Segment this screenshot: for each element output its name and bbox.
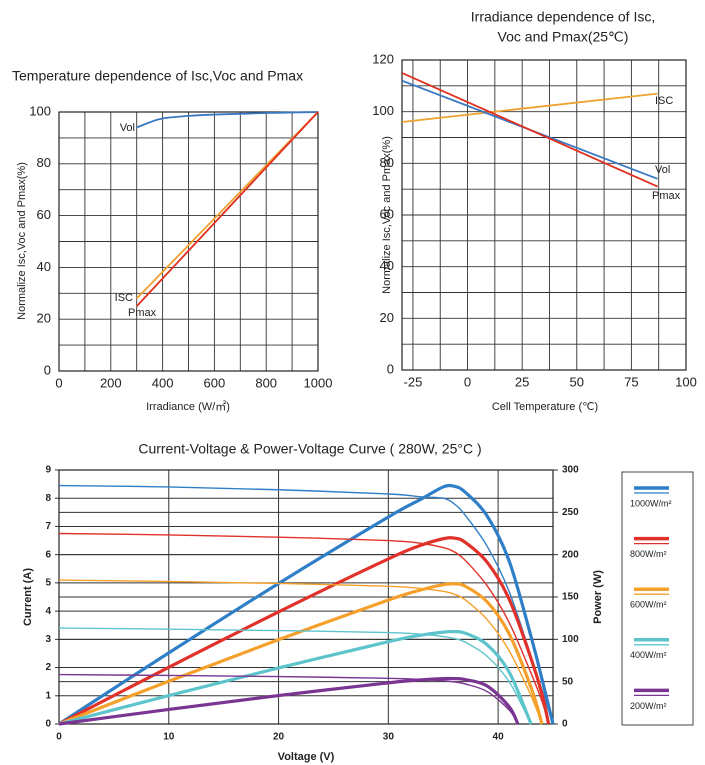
y-axis-label: Current (A) — [22, 568, 34, 626]
series-label: Pmax — [128, 307, 157, 319]
y-axis-label: Normalize Isc,Voc and Pmax(%) — [381, 136, 393, 294]
plot-frame — [401, 59, 687, 371]
y2-tick-label: 200 — [562, 549, 579, 560]
legend-label: 1000W/m² — [630, 498, 672, 508]
y-tick-label: 0 — [387, 361, 394, 376]
y-tick-label: 1 — [45, 690, 51, 701]
x-tick-label: 600 — [204, 375, 226, 390]
x-tick-label: 0 — [55, 375, 62, 390]
y-tick-label: 120 — [372, 51, 394, 66]
y-tick-label: 6 — [45, 549, 51, 560]
x-tick-label: 0 — [56, 732, 62, 743]
y-tick-label: 4 — [45, 606, 51, 617]
y-tick-label: 100 — [29, 103, 51, 118]
x-tick-label: 0 — [464, 374, 471, 389]
chart-title: Voc and Pmax(25℃) — [498, 29, 629, 45]
y2-tick-label: 50 — [562, 676, 574, 687]
x-tick-label: 75 — [624, 374, 638, 389]
series-line — [401, 92, 658, 123]
plot-frame — [58, 111, 319, 372]
x-tick-label: 20 — [273, 732, 285, 743]
plot-frame — [58, 469, 554, 725]
series-label: ISC — [655, 95, 673, 107]
y-tick-label: 100 — [372, 103, 394, 118]
power-line — [58, 582, 544, 726]
y-axis-label: Normalize Isc,Voc and Pmax(%) — [16, 162, 28, 320]
power-line — [58, 483, 555, 726]
y-tick-label: 40 — [380, 258, 394, 273]
x-tick-label: -25 — [404, 374, 423, 389]
legend-box — [621, 471, 694, 726]
chart-title: Temperature dependence of Isc,Voc and Pm… — [12, 68, 303, 84]
y-tick-label: 80 — [37, 155, 51, 170]
y2-tick-label: 300 — [562, 465, 579, 476]
series-label: Pmax — [652, 190, 681, 202]
current-line — [58, 627, 532, 725]
series-line — [401, 72, 658, 188]
legend-label: 800W/m² — [630, 549, 667, 559]
x-tick-label: 40 — [493, 732, 505, 743]
x-tick-label: 50 — [570, 374, 584, 389]
x-tick-label: 200 — [100, 375, 122, 390]
y-tick-label: 0 — [44, 362, 51, 377]
chart: Irradiance dependence of Isc, Voc and Pma… — [372, 9, 697, 413]
y2-tick-label: 150 — [562, 592, 579, 603]
series-label: Vol — [120, 122, 135, 134]
x-tick-label: 30 — [383, 732, 395, 743]
power-line — [58, 629, 533, 726]
y2-tick-label: 100 — [562, 634, 579, 645]
power-line — [58, 676, 520, 726]
y-tick-label: 60 — [37, 207, 51, 222]
y-tick-label: 3 — [45, 634, 51, 645]
y2-tick-label: 250 — [562, 507, 579, 518]
chart-title: Current-Voltage & Power-Voltage Curve ( … — [138, 441, 481, 457]
y-tick-label: 20 — [37, 311, 51, 326]
series-line — [136, 111, 319, 129]
y-tick-label: 5 — [45, 578, 51, 589]
legend-label: 400W/m² — [630, 650, 667, 660]
x-tick-label: 100 — [675, 374, 697, 389]
x-tick-label: 10 — [163, 732, 175, 743]
y2-axis-label: Power (W) — [592, 570, 604, 624]
x-axis-label: Irradiance (W/㎡) — [146, 400, 230, 413]
y-tick-label: 60 — [380, 206, 394, 221]
x-tick-label: 400 — [152, 375, 174, 390]
y-tick-label: 80 — [380, 155, 394, 170]
current-line — [58, 579, 543, 725]
x-axis-label: Cell Temperature (℃) — [492, 401, 598, 413]
power-line — [58, 536, 551, 726]
series-label: ISC — [115, 292, 133, 304]
y-tick-label: 8 — [45, 493, 51, 504]
x-tick-label: 25 — [515, 374, 529, 389]
y-tick-label: 40 — [37, 259, 51, 274]
x-axis-label: Voltage (V) — [278, 751, 335, 763]
y-tick-label: 0 — [45, 719, 51, 730]
chart-title: Irradiance dependence of Isc, — [471, 9, 655, 25]
series-line — [136, 111, 319, 307]
y-tick-label: 20 — [380, 310, 394, 325]
y-tick-label: 9 — [45, 465, 51, 476]
y-tick-label: 7 — [45, 521, 51, 532]
chart: Current-Voltage & Power-Voltage Curve ( … — [22, 441, 694, 763]
y-tick-label: 2 — [45, 662, 51, 673]
y2-tick-label: 0 — [562, 719, 568, 730]
legend-label: 600W/m² — [630, 600, 667, 610]
x-tick-label: 800 — [255, 375, 277, 390]
chart: Temperature dependence of Isc,Voc and Pm… — [12, 68, 332, 413]
x-tick-label: 1000 — [304, 375, 333, 390]
legend-label: 200W/m² — [630, 701, 667, 711]
series-label: Vol — [655, 164, 670, 176]
current-line — [58, 532, 550, 725]
